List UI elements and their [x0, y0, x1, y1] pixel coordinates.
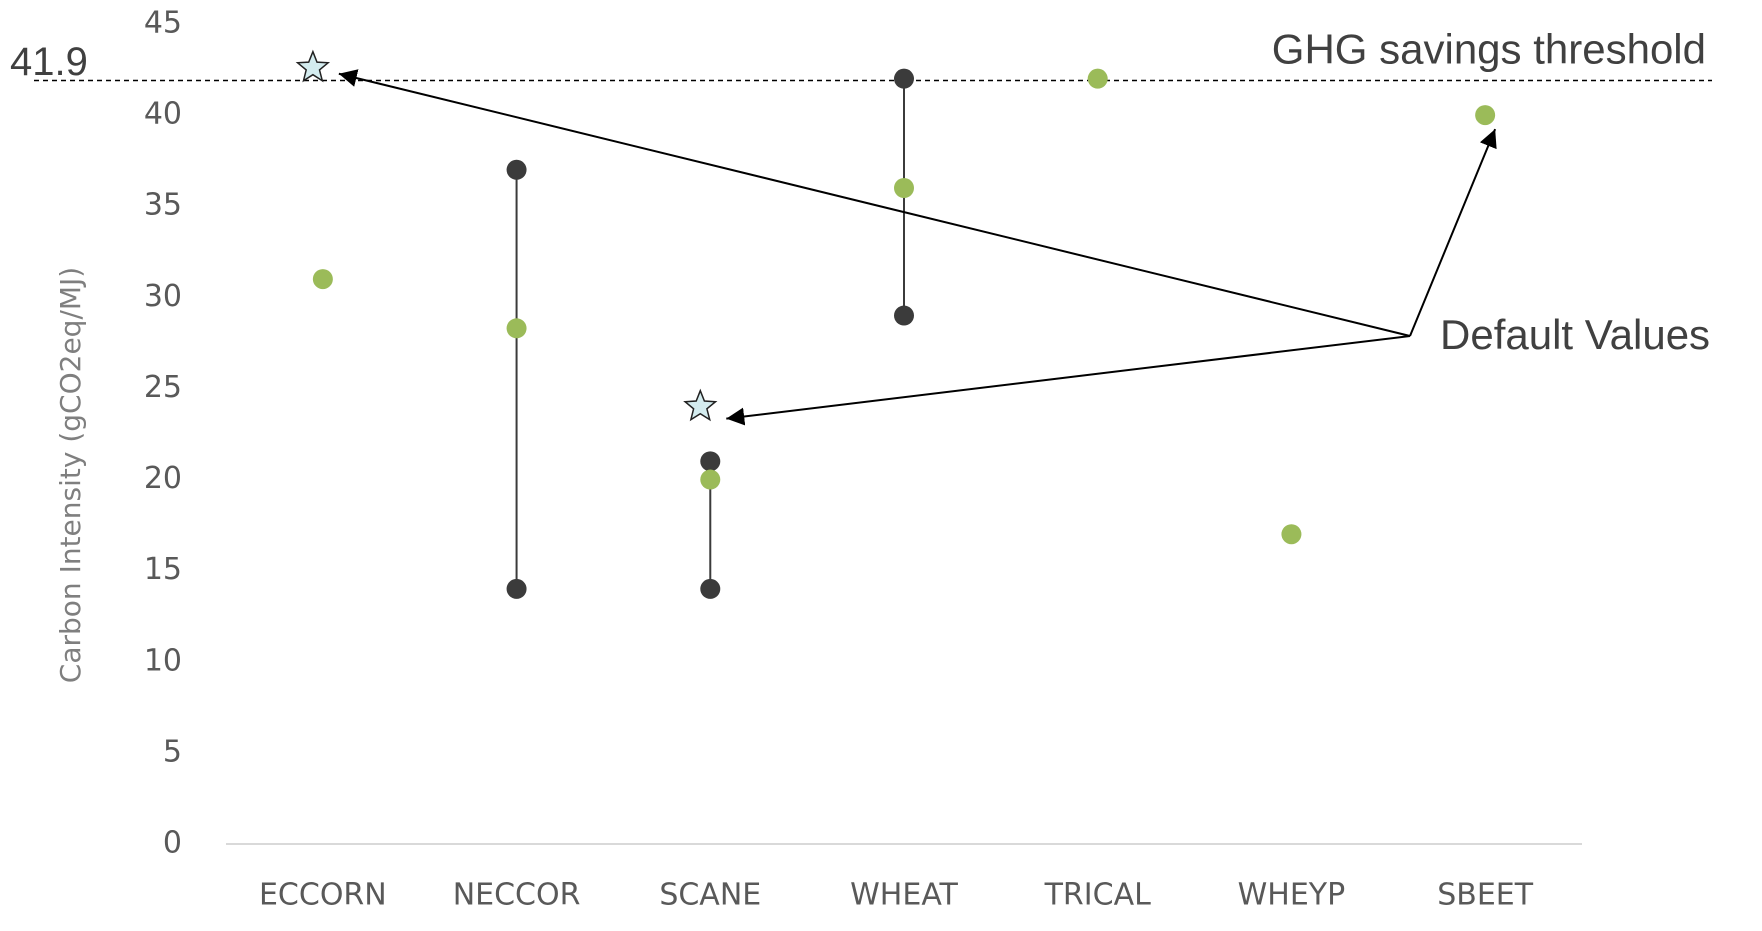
range-high: [506, 159, 527, 180]
star: [295, 49, 331, 83]
x-tick-label: WHEAT: [850, 878, 958, 913]
y-tick-label: 5: [163, 734, 182, 769]
y-tick-label: 0: [163, 826, 182, 861]
point: [1475, 105, 1496, 126]
range-low: [700, 578, 721, 599]
x-tick-label: SBEET: [1437, 878, 1534, 913]
y-tick-label: 30: [144, 279, 182, 314]
range-high: [700, 451, 721, 472]
point: [700, 469, 721, 490]
y-tick-label: 35: [144, 188, 182, 223]
range-high: [894, 68, 914, 89]
annotation-arrow: [1409, 128, 1497, 337]
y-tick-label: 15: [144, 552, 182, 587]
x-tick-label: WHEYP: [1238, 878, 1346, 913]
y-tick-label: 40: [144, 97, 182, 132]
x-tick-label: SCANE: [659, 878, 761, 913]
threshold-value: 41.9: [10, 40, 88, 84]
point: [312, 269, 333, 290]
y-tick-label: 20: [144, 461, 182, 496]
point: [1281, 524, 1302, 545]
y-tick-label: 10: [144, 643, 182, 678]
annotation: Default Values: [1440, 311, 1710, 358]
threshold-label: GHG savings threshold: [1272, 26, 1706, 73]
x-tick-label: TRICAL: [1044, 878, 1151, 913]
point: [894, 178, 914, 198]
y-tick-label: 25: [144, 370, 182, 405]
range-low: [506, 578, 527, 599]
range-low: [894, 305, 914, 326]
point: [506, 318, 527, 339]
y-axis-label: Carbon Intensity (gCO2eq/MJ): [54, 267, 87, 683]
annotation-arrow: [338, 69, 1411, 337]
annotation-arrow: [726, 335, 1411, 426]
x-tick-label: ECCORN: [259, 878, 387, 913]
x-tick-label: NECCOR: [453, 878, 581, 913]
y-tick-label: 45: [144, 6, 182, 41]
star: [683, 388, 718, 422]
point: [1087, 68, 1108, 89]
